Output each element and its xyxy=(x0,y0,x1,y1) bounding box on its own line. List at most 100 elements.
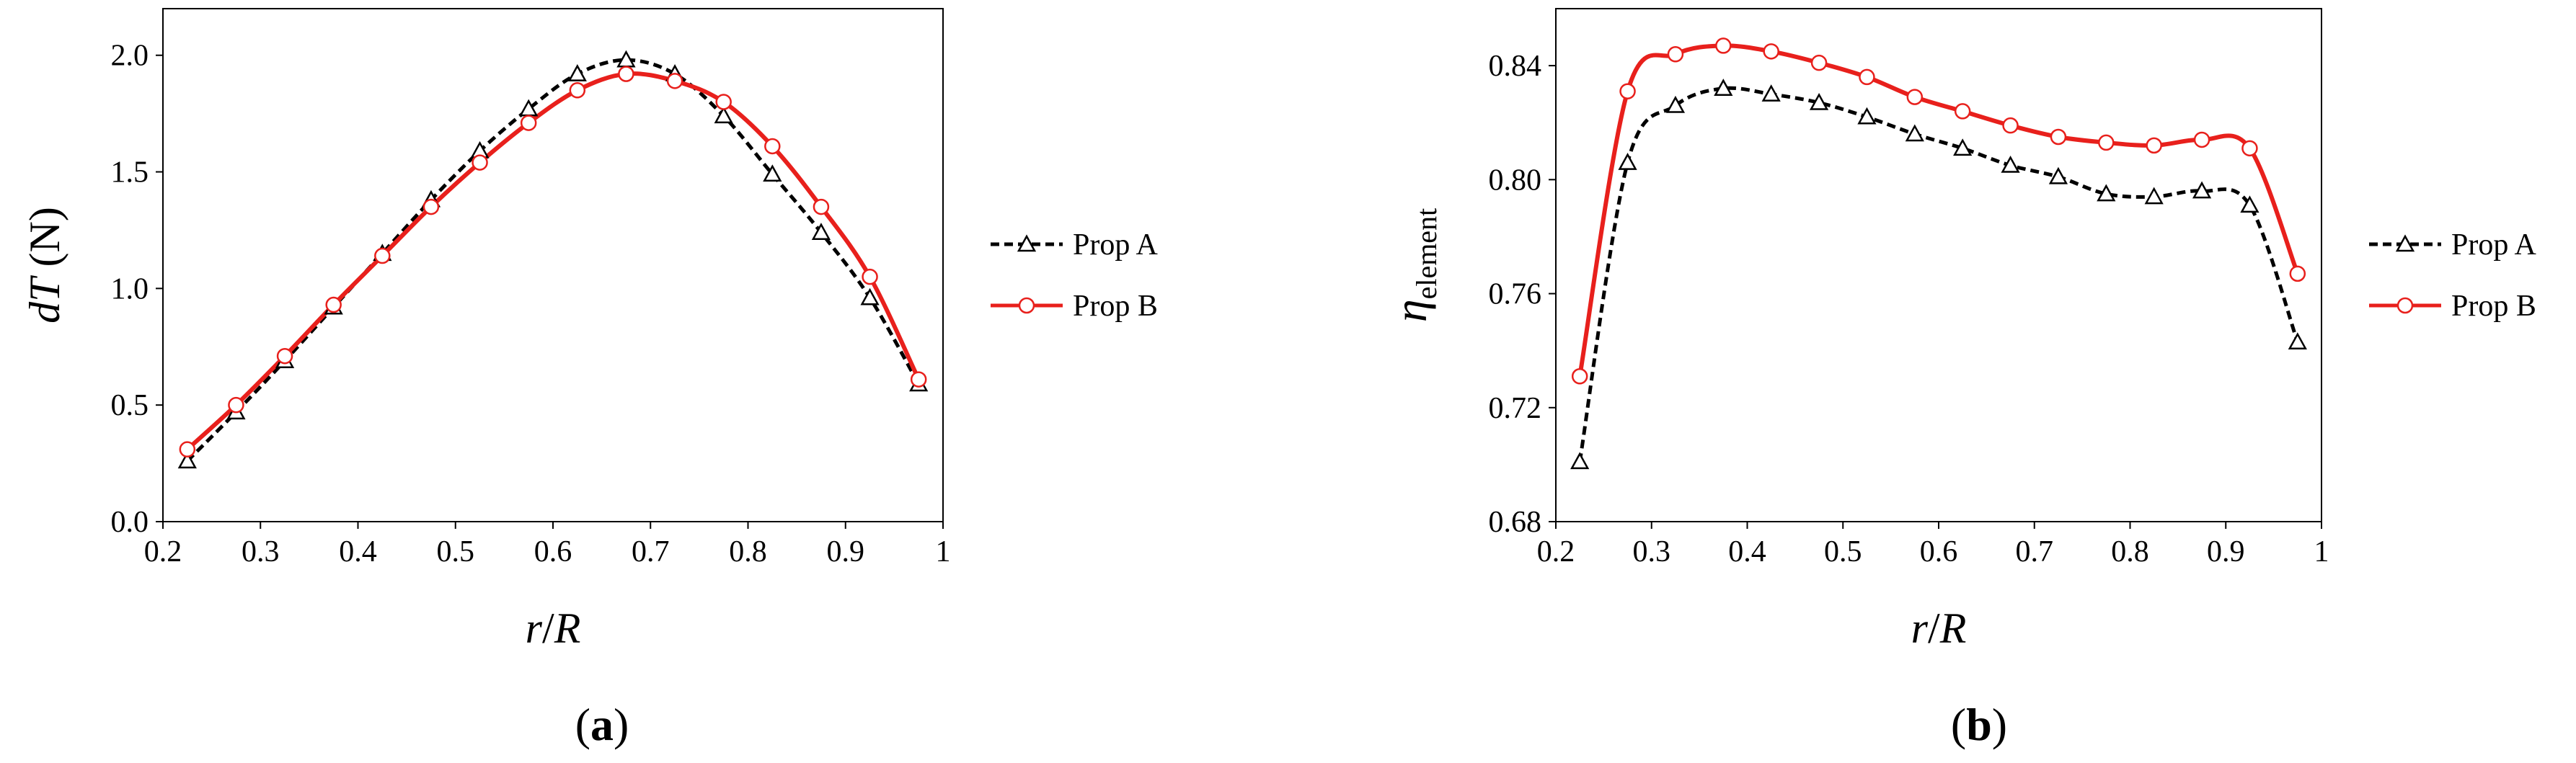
panel-b-x-tick-label: 0.5 xyxy=(1824,535,1862,568)
panel-b-point-prop-a xyxy=(1665,95,1686,113)
panel-b-point-prop-b xyxy=(2193,131,2210,148)
panel-a-x-ticks: 0.2 0.3 0.4 0.5 0.6 0.7 0.8 0.9 1 xyxy=(144,522,951,568)
panel-a-point-prop-a xyxy=(567,64,587,81)
panel-b-point-prop-b xyxy=(1667,46,1684,63)
panel-a: 0.2 0.3 0.4 0.5 0.6 0.7 0.8 0.9 1 0.0 0.5 1.0 1.5 2.… xyxy=(21,8,1159,750)
panel-b-point-prop-b xyxy=(1810,54,1828,71)
panel-a-point-prop-b xyxy=(715,94,732,110)
panel-b-y-label-eta: η xyxy=(1385,299,1436,322)
panel-b-y-tick-label: 0.80 xyxy=(1489,164,1542,197)
panel-a-point-prop-b xyxy=(910,371,927,388)
panel-b-caption-letter: b xyxy=(1966,699,1992,750)
panel-b-point-prop-b xyxy=(2050,128,2067,146)
panel-b-legend-marker-prop-b xyxy=(2396,297,2414,314)
panel-a-line-prop-b xyxy=(185,71,921,451)
panel-a-plot-frame xyxy=(162,8,944,522)
panel-b-x-tick-label: 0.8 xyxy=(2111,535,2149,568)
panel-b-point-prop-b xyxy=(1859,68,1875,86)
panel-b-point-prop-a xyxy=(2097,184,2116,202)
panel-b-point-prop-a xyxy=(2144,187,2164,205)
panel-b-point-prop-a xyxy=(2001,155,2020,173)
panel-a-x-label-sep: / xyxy=(542,604,554,652)
panel-a-point-prop-b xyxy=(764,138,781,155)
panel-b-point-prop-a xyxy=(1857,107,1877,125)
panel-b-x-label-sep: / xyxy=(1928,604,1940,652)
panel-b-point-prop-a xyxy=(2288,332,2307,350)
panel-a-x-tick-label: 0.3 xyxy=(242,535,280,568)
panel-b: 0.2 0.3 0.4 0.5 0.6 0.7 0.8 0.9 1 0.680.720.760.… xyxy=(1385,8,2537,750)
panel-a-x-tick-label: 1 xyxy=(936,535,951,568)
panel-b-point-prop-a xyxy=(1905,124,1924,142)
panel-a-y-axis-label: dT (N) xyxy=(21,207,68,324)
panel-a-y-tick-label: 1.5 xyxy=(111,156,149,189)
panel-a-point-prop-a xyxy=(763,164,782,182)
panel-a-y-tick-label: 1.0 xyxy=(111,272,149,305)
panel-a-point-prop-a xyxy=(860,287,880,305)
panel-a-y-label-italic: dT xyxy=(21,275,68,324)
panel-a-point-prop-b xyxy=(618,66,634,82)
panel-b-y-ticks: 0.68 0.72 0.76 0.80 0.84 xyxy=(1489,50,1556,539)
panel-b-series xyxy=(1570,37,2307,470)
panel-b-point-prop-b xyxy=(2289,265,2306,282)
panel-a-x-tick-label: 0.6 xyxy=(534,535,572,568)
panel-b-y-axis-label: ηelement xyxy=(1385,208,1443,322)
panel-b-point-prop-a xyxy=(2192,181,2212,199)
panel-a-legend: Prop A Prop B xyxy=(991,228,1159,323)
panel-b-point-prop-a xyxy=(1953,138,1973,156)
panel-b-legend-marker-prop-a xyxy=(2395,234,2415,252)
panel-b-x-tick-label: 1 xyxy=(2314,535,2329,568)
panel-a-x-tick-label: 0.9 xyxy=(827,535,865,568)
panel-b-point-prop-a xyxy=(1809,92,1829,110)
panel-a-legend-label-prop-a: Prop A xyxy=(1073,228,1159,262)
panel-b-point-prop-b xyxy=(1571,368,1588,385)
panel-b-point-prop-a xyxy=(1761,84,1781,102)
panel-b-x-tick-label: 0.2 xyxy=(1537,535,1575,568)
panel-a-y-ticks: 0.0 0.5 1.0 1.5 2.0 xyxy=(111,40,163,539)
panel-a-legend-label-prop-b: Prop B xyxy=(1073,290,1158,323)
panel-a-point-prop-b xyxy=(422,198,440,215)
panel-b-point-prop-a xyxy=(1570,452,1590,470)
panel-b-point-prop-a xyxy=(2240,195,2259,213)
panel-a-legend-marker-prop-a xyxy=(1017,234,1037,252)
panel-a-caption: (a) xyxy=(575,699,629,750)
panel-a-legend-marker-prop-b xyxy=(1018,297,1035,314)
panel-a-point-prop-b xyxy=(374,247,391,264)
panel-b-x-tick-label: 0.4 xyxy=(1728,535,1766,568)
panel-a-point-prop-a xyxy=(714,106,733,124)
panel-b-x-ticks: 0.2 0.3 0.4 0.5 0.6 0.7 0.8 0.9 1 xyxy=(1537,522,2329,568)
panel-b-y-label-sub: element xyxy=(1410,208,1443,300)
panel-a-caption-letter: a xyxy=(590,699,614,750)
panel-a-x-label-r: r xyxy=(526,604,543,652)
panel-a-point-prop-b xyxy=(862,268,878,285)
panel-b-x-tick-label: 0.9 xyxy=(2207,535,2245,568)
panel-a-y-label-unit: (N) xyxy=(21,207,68,277)
panel-b-caption: (b) xyxy=(1951,699,2007,750)
panel-a-point-prop-b xyxy=(325,296,342,313)
panel-b-x-label-r: r xyxy=(1911,604,1929,652)
panel-b-point-prop-b xyxy=(2002,117,2019,134)
panel-b-point-prop-b xyxy=(1619,83,1636,99)
panel-b-point-prop-b xyxy=(1715,37,1732,54)
panel-a-point-prop-b xyxy=(520,115,537,131)
panel-a-x-tick-label: 0.7 xyxy=(632,535,670,568)
panel-a-point-prop-b xyxy=(179,441,196,458)
panel-a-point-prop-b xyxy=(228,396,244,414)
panel-a-line-prop-a xyxy=(186,58,921,463)
panel-b-x-tick-label: 0.6 xyxy=(1920,535,1958,568)
panel-b-point-prop-b xyxy=(2241,140,2258,157)
panel-b-point-prop-b xyxy=(2098,134,2115,151)
panel-a-point-prop-b xyxy=(472,154,488,171)
panel-a-x-label-R: R xyxy=(554,604,581,652)
panel-a-x-tick-label: 0.5 xyxy=(437,535,475,568)
panel-b-point-prop-a xyxy=(2048,166,2068,184)
panel-a-point-prop-b xyxy=(666,73,683,89)
panel-b-point-prop-b xyxy=(2146,137,2162,154)
panel-a-x-tick-label: 0.4 xyxy=(339,535,377,568)
panel-b-legend: Prop A Prop B xyxy=(2369,228,2537,323)
panel-b-x-label-R: R xyxy=(1939,604,1967,652)
panel-a-point-prop-b xyxy=(569,82,586,99)
panel-b-y-tick-label: 0.68 xyxy=(1489,506,1542,539)
panel-a-point-prop-a xyxy=(811,223,831,240)
panel-b-point-prop-a xyxy=(1714,79,1733,97)
